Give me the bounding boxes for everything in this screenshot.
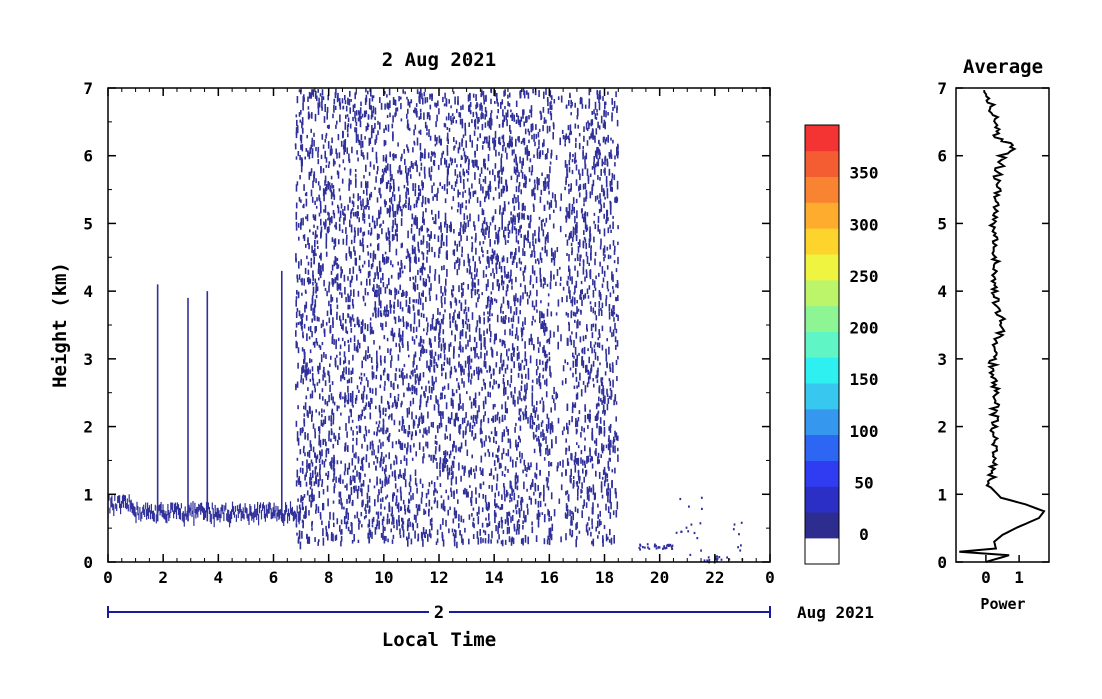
heatmap-data <box>107 88 744 564</box>
heatmap-panel: 2 Aug 2021 0 2 4 6 8 10 12 14 16 18 20 22 001234567 … <box>49 49 874 651</box>
chart-title: 2 Aug 2021 <box>382 49 496 71</box>
